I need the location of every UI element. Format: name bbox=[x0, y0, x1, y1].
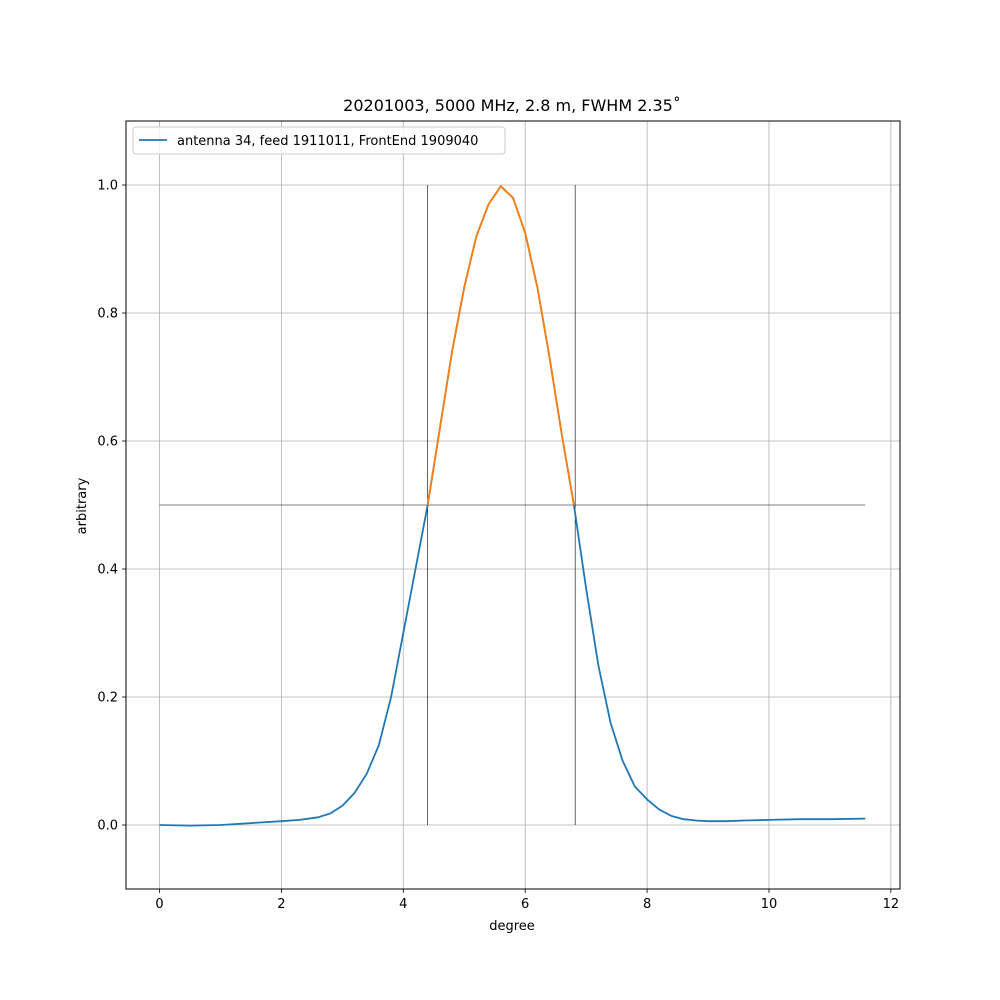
legend-entry: antenna 34, feed 1911011, FrontEnd 19090… bbox=[177, 134, 478, 149]
plot-area-frame bbox=[125, 120, 901, 890]
x-tick-label: 0 bbox=[155, 897, 163, 912]
y-tick-label: 0.0 bbox=[97, 819, 118, 834]
y-tick-label: 0.6 bbox=[97, 435, 118, 450]
series-fwhm-segment-line bbox=[426, 185, 575, 506]
x-tick-label: 2 bbox=[277, 897, 285, 912]
series-beam-profile-line bbox=[159, 185, 866, 827]
y-tick-label: 0.8 bbox=[97, 307, 118, 322]
series-lines bbox=[159, 185, 866, 827]
x-axis-label: degree bbox=[489, 919, 535, 934]
x-tick-label: 12 bbox=[883, 897, 900, 912]
chart-title: 20201003, 5000 MHz, 2.8 m, FWHM 2.35˚ bbox=[343, 96, 681, 115]
x-tick-label: 6 bbox=[521, 897, 529, 912]
x-tick-label: 8 bbox=[643, 897, 651, 912]
reference-lines bbox=[159, 185, 866, 825]
y-tick-label: 0.2 bbox=[97, 691, 118, 706]
legend-box bbox=[132, 126, 506, 155]
y-tick-label: 0.4 bbox=[97, 563, 118, 578]
x-tick-label: 4 bbox=[399, 897, 407, 912]
x-tick-label: 10 bbox=[761, 897, 778, 912]
legend: antenna 34, feed 1911011, FrontEnd 19090… bbox=[132, 126, 506, 155]
y-axis-label: arbitrary bbox=[75, 477, 90, 534]
y-axis: 0.0 0.2 0.4 0.6 0.8 1.0 bbox=[97, 179, 126, 834]
y-tick-label: 1.0 bbox=[97, 179, 118, 194]
x-axis: 0 2 4 6 8 10 12 bbox=[155, 889, 899, 912]
